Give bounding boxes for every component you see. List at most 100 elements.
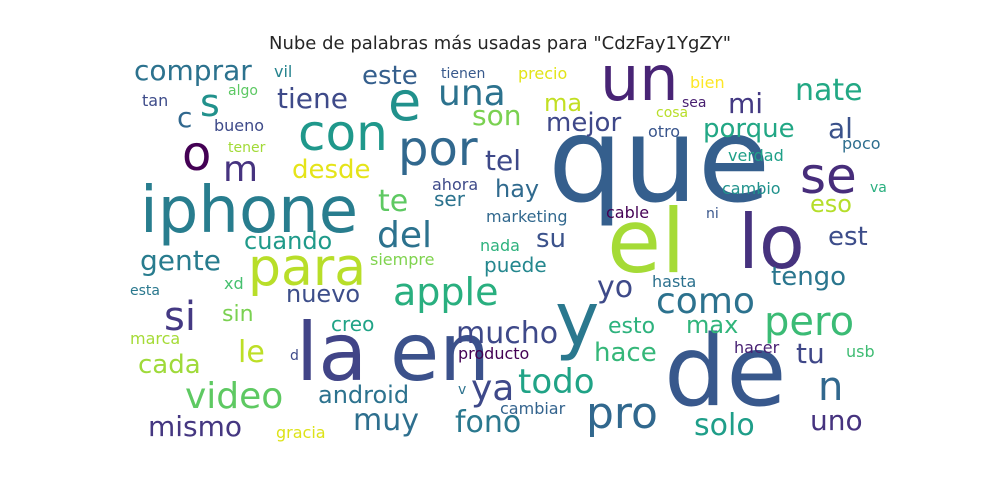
word-todo: todo bbox=[518, 362, 595, 402]
word-tiene: tiene bbox=[277, 82, 348, 115]
word-tan: tan bbox=[142, 91, 168, 110]
word-creo: creo bbox=[331, 312, 374, 336]
word-ahora: ahora bbox=[432, 175, 478, 194]
word-cada: cada bbox=[138, 350, 201, 380]
word-sea: sea bbox=[682, 95, 707, 111]
word-c: c bbox=[177, 101, 192, 134]
word-n: n bbox=[818, 364, 843, 410]
word-mi: mi bbox=[728, 87, 763, 120]
word-mismo: mismo bbox=[148, 410, 242, 443]
word-algo: algo bbox=[228, 83, 258, 99]
word-nada: nada bbox=[480, 236, 520, 255]
word-como: como bbox=[656, 281, 755, 322]
word-hacer: hacer bbox=[734, 338, 780, 357]
word-hasta: hasta bbox=[652, 272, 696, 291]
word-ni: ni bbox=[706, 206, 719, 222]
word-ma: ma bbox=[544, 89, 582, 117]
word-cambiar: cambiar bbox=[500, 399, 566, 418]
word-son: son bbox=[472, 99, 521, 132]
word-su: su bbox=[536, 224, 566, 254]
word-usb: usb bbox=[846, 342, 875, 361]
word-sin: sin bbox=[222, 302, 254, 327]
word-del: del bbox=[377, 215, 432, 256]
word-y: y bbox=[555, 275, 599, 363]
word-solo: solo bbox=[694, 408, 755, 443]
word-v: v bbox=[458, 382, 466, 398]
word-comprar: comprar bbox=[134, 54, 252, 87]
word-tel: tel bbox=[485, 144, 521, 177]
word-la: la bbox=[296, 306, 367, 399]
word-tener: tener bbox=[228, 140, 266, 156]
word-otro: otro bbox=[648, 122, 680, 141]
word-se: se bbox=[800, 147, 857, 205]
word-nuevo: nuevo bbox=[286, 280, 360, 308]
word-video: video bbox=[185, 376, 283, 417]
word-max: max bbox=[686, 311, 738, 339]
word-uno: uno bbox=[810, 404, 863, 437]
word-gracia: gracia bbox=[276, 423, 326, 442]
word-cuando: cuando bbox=[244, 227, 332, 255]
word-d: d bbox=[290, 348, 299, 364]
word-para: para bbox=[248, 238, 366, 298]
word-yo: yo bbox=[597, 270, 633, 305]
word-s: s bbox=[200, 81, 220, 125]
word-hay: hay bbox=[495, 175, 539, 203]
word-el: el bbox=[607, 190, 686, 293]
word-que: que bbox=[548, 91, 770, 229]
word-este: este bbox=[362, 61, 418, 91]
word-bueno: bueno bbox=[214, 116, 264, 135]
word-si: si bbox=[164, 294, 196, 340]
word-de: de bbox=[664, 315, 787, 429]
word-esto: esto bbox=[608, 314, 655, 339]
word-apple: apple bbox=[393, 270, 498, 314]
chart-title: Nube de palabras más usadas para "CdzFay… bbox=[269, 33, 731, 54]
word-tu: tu bbox=[796, 337, 825, 370]
word-pro: pro bbox=[586, 388, 658, 439]
word-desde: desde bbox=[292, 155, 371, 185]
word-cosa: cosa bbox=[656, 105, 688, 121]
word-m: m bbox=[223, 149, 258, 190]
word-eso: eso bbox=[810, 190, 852, 218]
word-lo: lo bbox=[738, 198, 805, 286]
word-iphone: iphone bbox=[140, 174, 358, 248]
word-en: en bbox=[390, 306, 490, 399]
word-siempre: siempre bbox=[370, 250, 434, 269]
word-gente: gente bbox=[140, 244, 221, 277]
word-porque: porque bbox=[703, 114, 795, 144]
word-pero: pero bbox=[764, 299, 854, 345]
word-precio: precio bbox=[518, 64, 567, 83]
word-una: una bbox=[438, 73, 506, 114]
word-poco: poco bbox=[842, 134, 881, 153]
word-fono: fono bbox=[455, 405, 521, 440]
word-cambio: cambio bbox=[722, 179, 781, 198]
word-ser: ser bbox=[434, 187, 466, 211]
word-un: un bbox=[600, 42, 679, 115]
word-tienen: tienen bbox=[441, 66, 485, 82]
word-android: android bbox=[318, 381, 409, 409]
word-con: con bbox=[298, 104, 388, 162]
word-te: te bbox=[378, 184, 408, 219]
word-va: va bbox=[870, 180, 887, 196]
word-muy: muy bbox=[353, 403, 419, 438]
word-producto: producto bbox=[458, 344, 529, 363]
word-tengo: tengo bbox=[771, 262, 846, 292]
word-mejor: mejor bbox=[546, 108, 621, 138]
word-marketing: marketing bbox=[486, 207, 568, 226]
word-marca: marca bbox=[130, 329, 180, 348]
word-mucho: mucho bbox=[456, 316, 558, 351]
word-verdad: verdad bbox=[728, 146, 784, 165]
word-esta: esta bbox=[130, 283, 160, 299]
word-por: por bbox=[398, 121, 478, 177]
word-puede: puede bbox=[484, 253, 547, 277]
word-o: o bbox=[182, 126, 211, 182]
word-e: e bbox=[388, 70, 421, 133]
word-nate: nate bbox=[795, 73, 863, 108]
word-al: al bbox=[828, 112, 853, 145]
word-xd: xd bbox=[224, 274, 244, 293]
word-cable: cable bbox=[606, 203, 649, 222]
word-bien: bien bbox=[690, 73, 725, 92]
word-est: est bbox=[828, 222, 868, 252]
word-hace: hace bbox=[594, 338, 657, 368]
word-le: le bbox=[238, 335, 265, 370]
